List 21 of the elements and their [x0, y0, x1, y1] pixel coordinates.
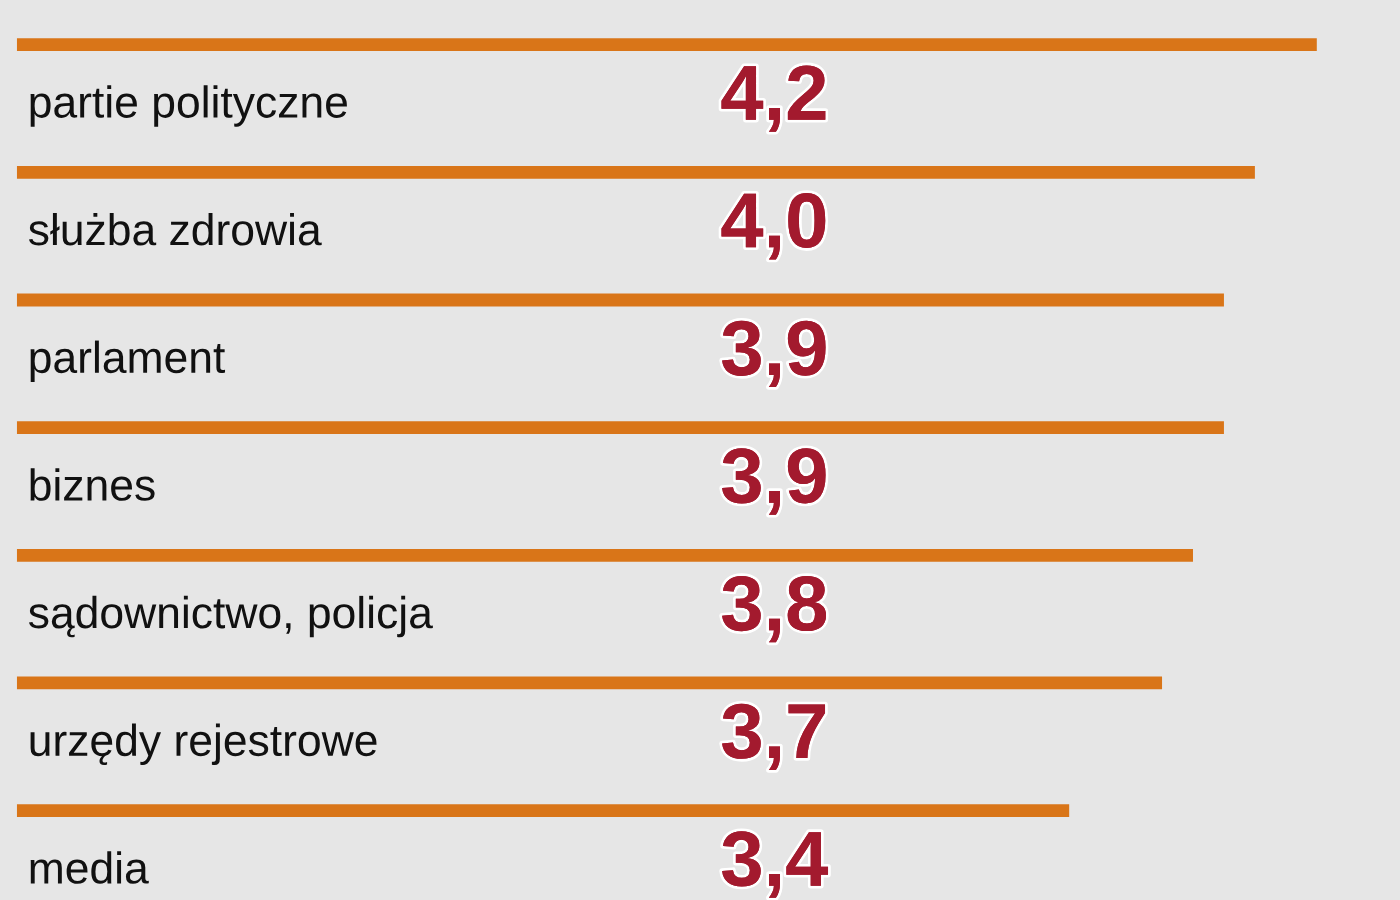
y-tick-label: służba zdrowia: [28, 212, 322, 246]
y-tick-label: partie polityczne: [30, 85, 347, 127]
bar: [16, 676, 1163, 690]
bar: [16, 38, 1317, 52]
data-label: 3,9: [722, 320, 826, 388]
bar: [16, 548, 1193, 562]
y-tick-label: media: [30, 851, 149, 884]
y-tick-label: sądownictwo, policja: [28, 595, 433, 638]
y-tick-label: biznes: [30, 468, 155, 501]
data-label: 4,2: [721, 65, 826, 132]
data-label: 3,9: [722, 448, 826, 515]
y-tick-label: urzędy rejestrowe: [30, 723, 377, 765]
y-tick-label: parlament: [30, 340, 226, 382]
bar: [16, 421, 1224, 435]
data-label: 4,0: [721, 193, 826, 260]
data-label: 3,7: [722, 703, 826, 771]
data-label: 3,4: [722, 831, 829, 898]
bar: [16, 804, 1070, 818]
bar: [16, 293, 1224, 307]
data-label: 3,8: [722, 576, 827, 643]
bar: [16, 165, 1255, 179]
